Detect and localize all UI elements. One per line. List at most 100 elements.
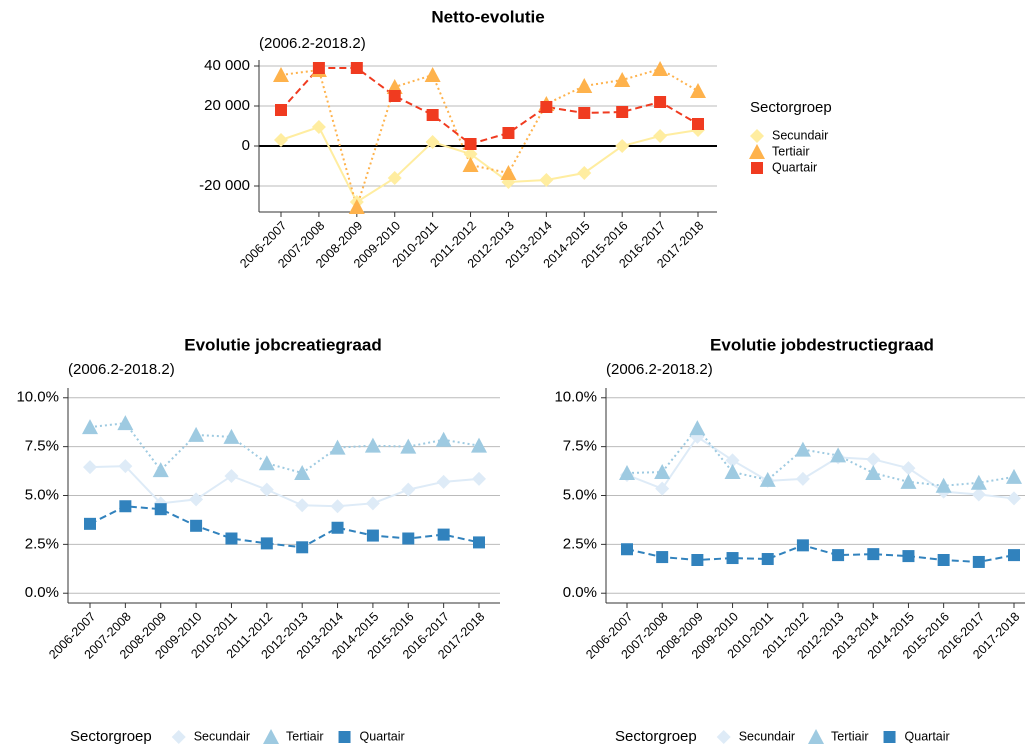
point bbox=[472, 471, 486, 486]
point bbox=[614, 72, 631, 87]
y-tick-label: 5.0% bbox=[563, 486, 597, 503]
y-tick-label: 2.5% bbox=[25, 535, 59, 552]
point bbox=[654, 464, 671, 480]
y-tick-label: -20 000 bbox=[199, 177, 250, 194]
chart-subtitle: (2006.2-2018.2) bbox=[259, 35, 366, 52]
chart-title: Netto-evolutie bbox=[431, 7, 544, 26]
point bbox=[972, 555, 985, 568]
point bbox=[364, 437, 381, 453]
chart-subtitle: (2006.2-2018.2) bbox=[606, 361, 713, 378]
legend-label: Tertiair bbox=[286, 729, 324, 743]
point bbox=[437, 528, 450, 541]
point bbox=[654, 96, 667, 108]
chart-title: Evolutie jobdestructiegraad bbox=[710, 335, 934, 354]
point bbox=[578, 107, 591, 119]
point bbox=[615, 139, 630, 153]
point bbox=[502, 127, 515, 139]
point bbox=[295, 498, 310, 513]
point bbox=[258, 455, 275, 471]
point bbox=[1006, 468, 1022, 484]
point bbox=[388, 90, 401, 102]
point bbox=[902, 550, 915, 563]
series-line bbox=[89, 505, 480, 549]
legend-title: Sectorgroep bbox=[615, 728, 697, 745]
y-tick-label: 40 000 bbox=[204, 57, 250, 74]
point bbox=[761, 553, 774, 566]
point bbox=[275, 104, 287, 116]
y-tick-label: 10.0% bbox=[16, 389, 59, 406]
point bbox=[652, 61, 669, 76]
point bbox=[224, 468, 239, 483]
point bbox=[119, 500, 132, 513]
legend-label: Secundair bbox=[739, 729, 795, 743]
chart-title: Evolutie jobcreatiegraad bbox=[184, 335, 381, 354]
point bbox=[154, 503, 167, 516]
point bbox=[900, 473, 917, 489]
point bbox=[426, 109, 439, 121]
point bbox=[402, 532, 415, 545]
legend-marker bbox=[883, 731, 896, 743]
point bbox=[653, 129, 668, 143]
point bbox=[619, 465, 635, 481]
point bbox=[84, 517, 96, 530]
point bbox=[387, 171, 402, 185]
series-line bbox=[280, 125, 699, 204]
legend-title: Sectorgroep bbox=[70, 728, 152, 745]
y-tick-label: 0 bbox=[242, 137, 250, 154]
point bbox=[692, 118, 704, 130]
point bbox=[830, 447, 847, 463]
point bbox=[970, 474, 987, 490]
point bbox=[401, 482, 416, 497]
point bbox=[435, 431, 452, 447]
point bbox=[1007, 491, 1021, 506]
point bbox=[971, 487, 986, 502]
point bbox=[724, 464, 741, 480]
point bbox=[691, 554, 704, 566]
point bbox=[937, 554, 950, 566]
legend-label: Tertiair bbox=[772, 144, 810, 158]
y-tick-label: 0.0% bbox=[25, 584, 59, 601]
y-tick-label: 5.0% bbox=[25, 486, 59, 503]
series-line bbox=[280, 67, 699, 146]
point bbox=[473, 536, 485, 549]
point bbox=[350, 62, 363, 74]
point bbox=[400, 438, 417, 454]
y-tick-label: 2.5% bbox=[563, 535, 597, 552]
point bbox=[867, 548, 880, 561]
point bbox=[866, 452, 881, 467]
point bbox=[190, 519, 203, 532]
point bbox=[1008, 549, 1020, 562]
series-line bbox=[280, 67, 699, 211]
point bbox=[725, 453, 740, 468]
point bbox=[690, 83, 706, 98]
legend-title: Sectorgroep bbox=[750, 99, 832, 116]
legend-marker bbox=[749, 144, 765, 159]
point bbox=[832, 549, 845, 562]
point bbox=[424, 67, 441, 82]
y-tick-label: 7.5% bbox=[563, 438, 597, 455]
point bbox=[294, 465, 311, 481]
series-line bbox=[89, 465, 480, 508]
point bbox=[616, 106, 629, 118]
point bbox=[225, 532, 238, 545]
legend-marker bbox=[338, 731, 351, 743]
point bbox=[260, 537, 273, 550]
point bbox=[794, 441, 811, 457]
legend-label: Secundair bbox=[772, 128, 828, 142]
point bbox=[312, 62, 325, 74]
point bbox=[577, 166, 592, 180]
legend-marker bbox=[171, 730, 186, 744]
point bbox=[462, 157, 479, 172]
point bbox=[935, 477, 952, 493]
y-tick-label: 20 000 bbox=[204, 97, 250, 114]
point bbox=[274, 133, 288, 147]
legend-marker bbox=[750, 129, 764, 143]
legend-marker bbox=[716, 730, 731, 744]
point bbox=[901, 461, 916, 476]
legend-marker bbox=[808, 729, 825, 744]
point bbox=[273, 67, 289, 82]
point bbox=[865, 465, 882, 481]
point bbox=[329, 439, 346, 455]
legend-label: Quartair bbox=[772, 160, 817, 174]
